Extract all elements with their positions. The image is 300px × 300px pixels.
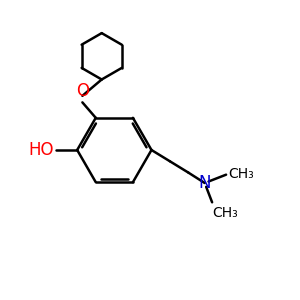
Text: CH₃: CH₃ [213, 206, 238, 220]
Text: O: O [76, 82, 89, 100]
Text: HO: HO [28, 141, 53, 159]
Text: N: N [198, 174, 211, 192]
Text: CH₃: CH₃ [229, 167, 254, 181]
